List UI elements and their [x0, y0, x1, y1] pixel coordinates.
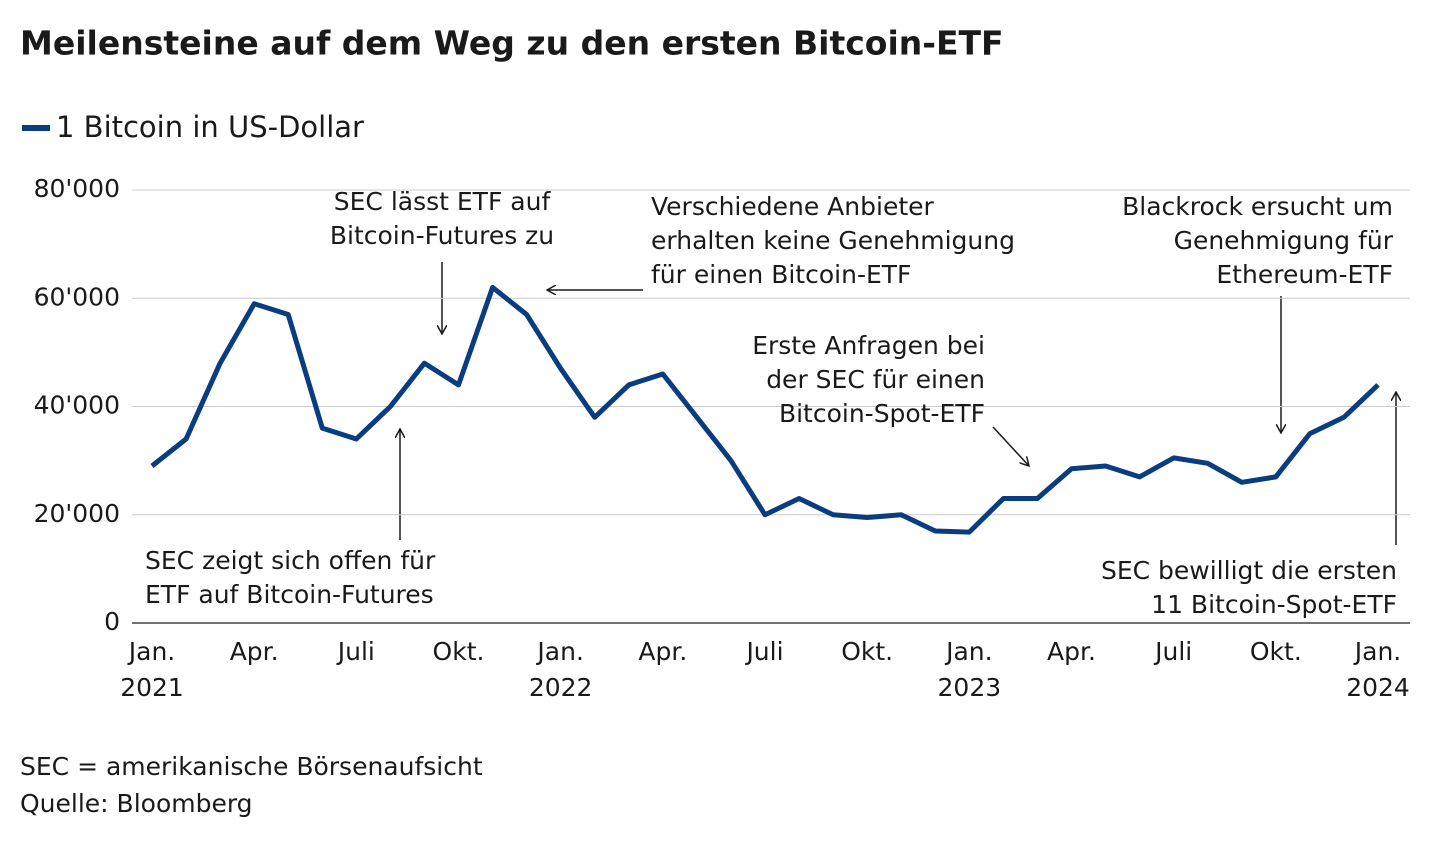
annotation: erhalten keine Genehmigung	[651, 226, 1015, 255]
x-tick-label: Jan.	[535, 637, 583, 666]
y-tick-label: 60'000	[34, 282, 120, 311]
footnote: Quelle: Bloomberg	[20, 789, 253, 818]
x-tick-label: Apr.	[638, 637, 687, 666]
x-tick-label: Apr.	[230, 637, 279, 666]
annotation: Genehmigung für	[1174, 226, 1394, 255]
y-tick-label: 20'000	[34, 499, 120, 528]
annotation: Blackrock ersucht um	[1122, 192, 1393, 221]
arrow	[992, 426, 1029, 466]
x-tick-label: Juli	[744, 637, 783, 666]
y-tick-label: 80'000	[34, 174, 120, 203]
x-tick-label: Jan.	[127, 637, 175, 666]
y-tick-label: 40'000	[34, 391, 120, 420]
annotation: Bitcoin-Spot-ETF	[779, 399, 985, 428]
x-year-label: 2024	[1346, 673, 1410, 702]
annotation: ETF auf Bitcoin-Futures	[145, 580, 434, 609]
y-tick-label: 0	[104, 607, 120, 636]
legend-label: 1 Bitcoin in US-Dollar	[56, 110, 364, 144]
annotation-arrows	[400, 262, 1396, 545]
annotation: SEC bewilligt die ersten	[1101, 556, 1397, 585]
footnote: SEC = amerikanische Börsenaufsicht	[20, 752, 483, 781]
x-year-label: 2021	[120, 673, 184, 702]
x-tick-label: Okt.	[1250, 637, 1302, 666]
annotation: für einen Bitcoin-ETF	[651, 260, 911, 289]
x-year-label: 2022	[529, 673, 593, 702]
x-year-label: 2023	[938, 673, 1002, 702]
annotation: der SEC für einen	[766, 365, 985, 394]
annotation: 11 Bitcoin-Spot-ETF	[1151, 590, 1397, 619]
x-tick-label: Juli	[336, 637, 375, 666]
price-line	[150, 284, 1380, 535]
x-tick-label: Jan.	[1353, 637, 1401, 666]
x-tick-label: Apr.	[1047, 637, 1096, 666]
annotation: SEC lässt ETF auf	[334, 187, 552, 216]
annotation: Verschiedene Anbieter	[651, 192, 935, 221]
x-tick-label: Jan.	[944, 637, 992, 666]
x-tick-label: Okt.	[841, 637, 893, 666]
annotation: Ethereum-ETF	[1216, 260, 1393, 289]
x-tick-label: Okt.	[433, 637, 485, 666]
x-tick-label: Juli	[1153, 637, 1192, 666]
annotation: Bitcoin-Futures zu	[330, 221, 554, 250]
chart-title: Meilensteine auf dem Weg zu den ersten B…	[20, 24, 1004, 63]
annotation: Erste Anfragen bei	[752, 331, 985, 360]
annotation: SEC zeigt sich offen für	[145, 546, 436, 575]
